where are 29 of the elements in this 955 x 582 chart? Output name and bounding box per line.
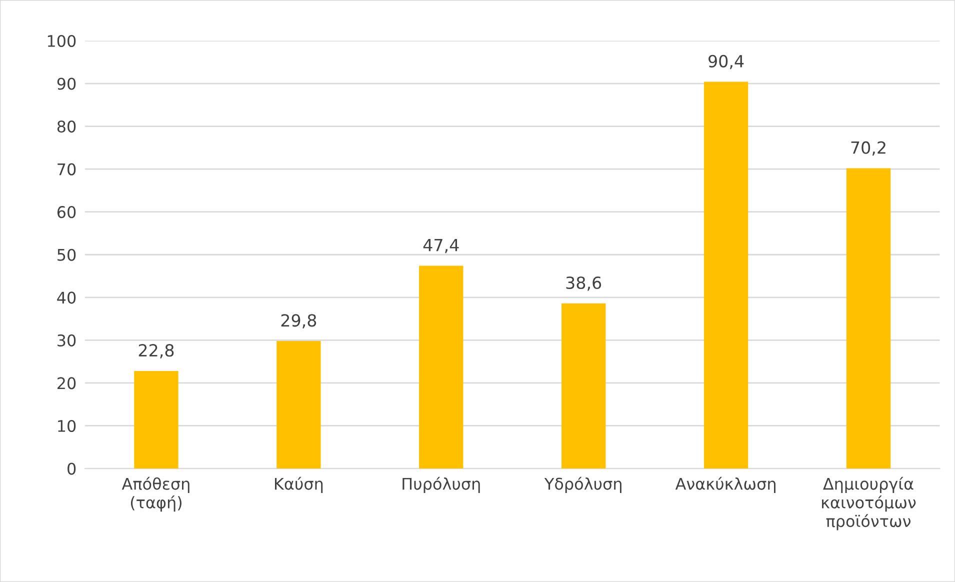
data-label: 70,2: [851, 141, 886, 156]
bar: [276, 341, 321, 469]
y-tick-label: 40: [57, 292, 76, 304]
y-tick-label: 80: [57, 120, 76, 133]
data-label: 22,8: [138, 344, 174, 358]
y-tick-label: 30: [58, 334, 76, 346]
y-tick-label: 100: [48, 34, 76, 48]
y-tick-label: 60: [57, 206, 76, 218]
y-tick-label: 50: [58, 248, 76, 261]
x-tick-label: Απόθεση (ταφή): [122, 476, 190, 512]
bar: [704, 82, 748, 469]
bar: [846, 168, 891, 469]
x-tick-label: Καύση: [275, 476, 323, 493]
bar: [562, 303, 606, 469]
x-tick-label: Πυρόλυση: [402, 476, 480, 493]
x-tick-label: Υδρόλυση: [544, 476, 622, 493]
bar: [419, 266, 464, 469]
y-tick-label: 90: [57, 78, 76, 90]
y-tick-label: 0: [68, 462, 76, 475]
data-label: 29,8: [281, 314, 316, 328]
x-tick-label: Δημιουργία καινοτόμων προϊόντων: [822, 476, 916, 530]
x-tick-label: Ανακύκλωση: [675, 476, 776, 493]
y-tick-label: 70: [58, 163, 76, 176]
bar: [134, 370, 178, 469]
data-label: 47,4: [423, 239, 459, 254]
y-tick-label: 20: [58, 377, 76, 390]
data-label: 90,4: [708, 54, 744, 70]
data-label: 38,6: [566, 276, 602, 291]
y-tick-label: 10: [58, 420, 76, 432]
